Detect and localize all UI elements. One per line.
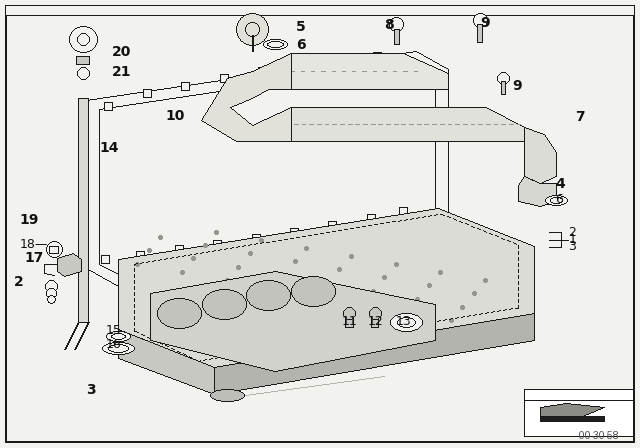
Text: 20: 20 bbox=[112, 44, 131, 59]
Text: 11: 11 bbox=[342, 315, 358, 328]
Text: 4: 4 bbox=[556, 177, 565, 191]
Text: 10: 10 bbox=[165, 109, 184, 124]
Text: 8: 8 bbox=[384, 17, 394, 32]
Text: 3: 3 bbox=[86, 383, 96, 397]
Text: 3: 3 bbox=[568, 240, 576, 253]
Text: 9: 9 bbox=[480, 16, 490, 30]
Text: 14: 14 bbox=[99, 141, 118, 155]
Text: 2: 2 bbox=[14, 275, 24, 289]
Text: 18—: 18— bbox=[19, 237, 47, 251]
Text: 12: 12 bbox=[367, 315, 383, 328]
Text: 16: 16 bbox=[106, 337, 122, 351]
Text: 9: 9 bbox=[512, 79, 522, 93]
Text: 1: 1 bbox=[568, 233, 576, 246]
Text: 5: 5 bbox=[296, 20, 306, 34]
Text: 13: 13 bbox=[396, 315, 412, 328]
Text: 15: 15 bbox=[106, 324, 122, 337]
Text: 7: 7 bbox=[575, 110, 584, 125]
Text: 21: 21 bbox=[112, 65, 131, 79]
Text: 6: 6 bbox=[296, 38, 306, 52]
Text: 19: 19 bbox=[19, 212, 38, 227]
Text: 6: 6 bbox=[556, 193, 563, 207]
Text: 17: 17 bbox=[24, 250, 44, 265]
Text: 2: 2 bbox=[568, 225, 576, 239]
